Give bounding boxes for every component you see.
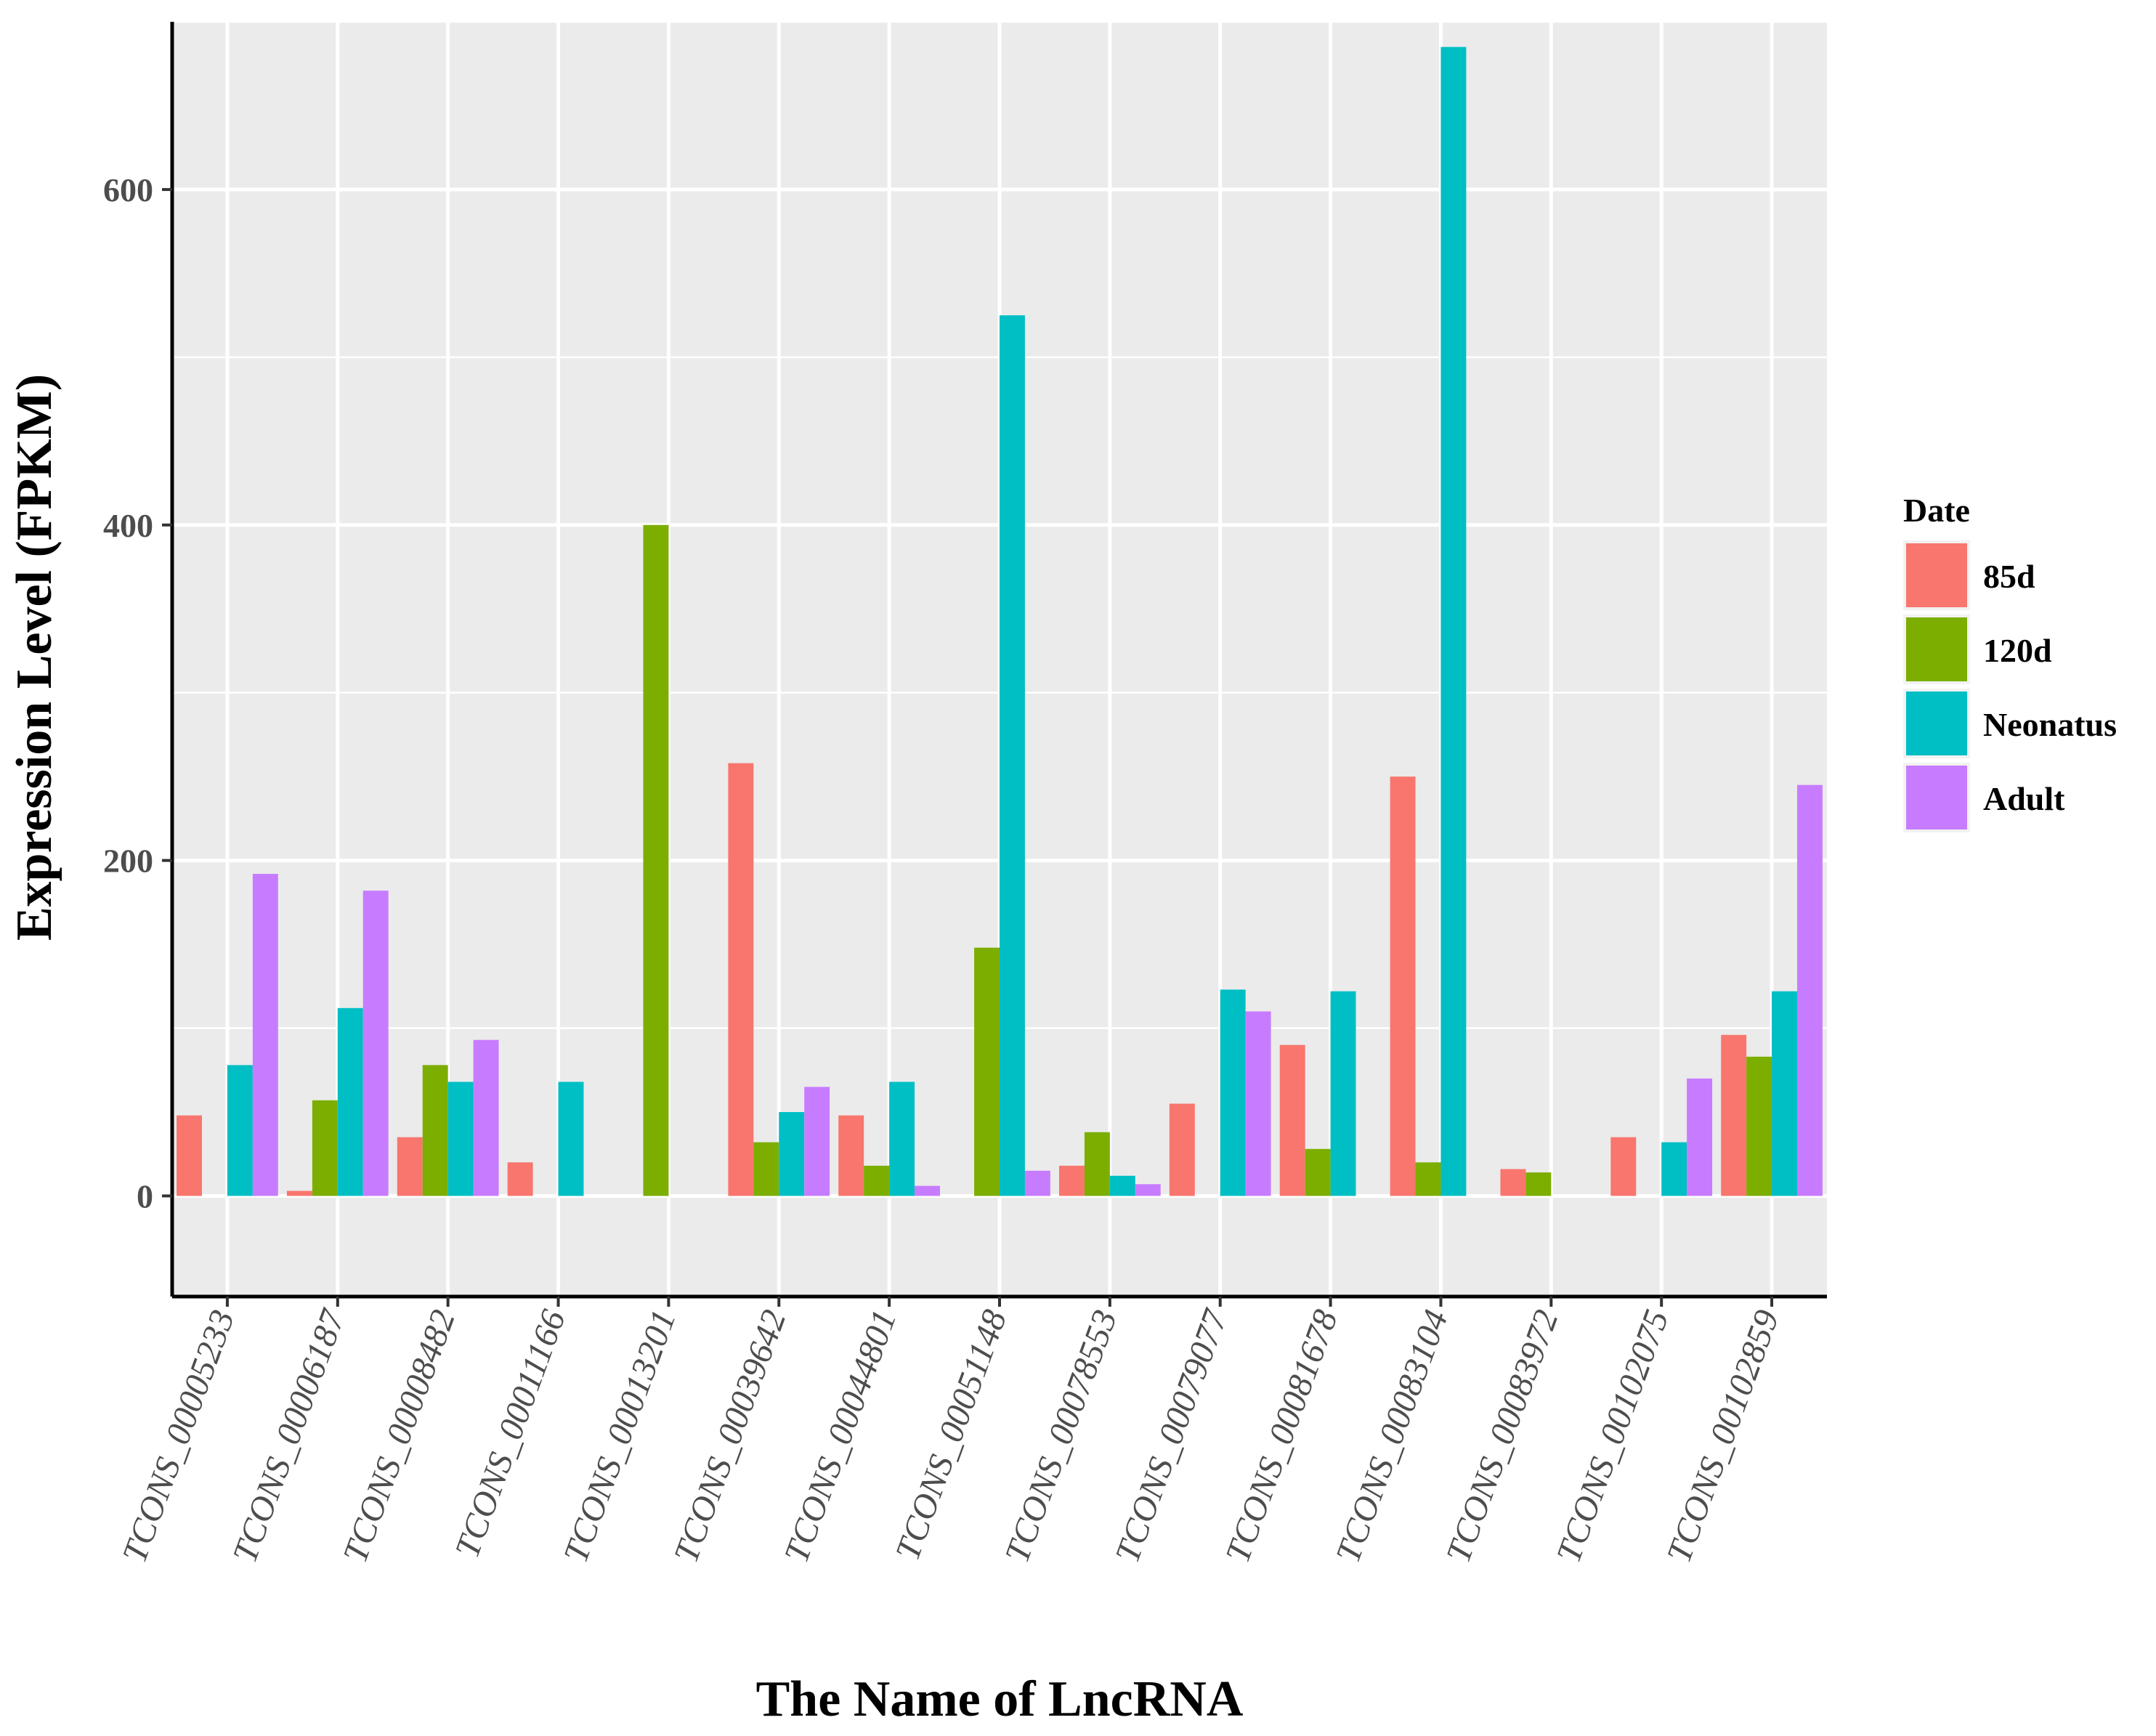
y-tick-label: 600 (103, 171, 153, 208)
x-tick-label: TCONS_00079077 (1108, 1304, 1235, 1567)
bar-adult-tcons_00044801 (915, 1185, 940, 1196)
legend-title: Date (1903, 492, 1970, 529)
bar-120d-tcons_00013201 (643, 524, 669, 1196)
bar-85d-tcons_00079077 (1169, 1103, 1195, 1196)
bar-120d-tcons_00083972 (1525, 1172, 1552, 1196)
bar-120d-tcons_00008482 (422, 1065, 448, 1196)
bar-neonatus-tcons_00078553 (1109, 1175, 1135, 1196)
bar-neonatus-tcons_00083104 (1440, 46, 1467, 1196)
x-tick-label: TCONS_00078553 (997, 1305, 1124, 1567)
bar-85d-tcons_00011166 (507, 1162, 533, 1196)
legend-swatch-neonatus (1906, 691, 1967, 755)
bar-120d-tcons_00044801 (864, 1165, 890, 1196)
bar-85d-tcons_00083972 (1500, 1169, 1526, 1196)
bar-adult-tcons_00079077 (1245, 1011, 1271, 1196)
legend-label-120d: 120d (1983, 632, 2052, 669)
bar-85d-tcons_00008482 (397, 1137, 423, 1196)
y-tick-labels: 0 200 400 600 (103, 171, 153, 1215)
y-tick-label: 200 (103, 843, 153, 880)
legend-label-neonatus: Neonatus (1983, 706, 2117, 743)
bar-neonatus-tcons_00039642 (779, 1111, 805, 1196)
bar-85d-tcons_00044801 (838, 1115, 864, 1196)
x-tick-label: TCONS_00011166 (448, 1305, 573, 1563)
x-tick-label: TCONS_00102075 (1549, 1305, 1677, 1567)
x-tick-labels: TCONS_00005233TCONS_00006187TCONS_000084… (115, 1304, 1786, 1567)
x-axis-title: The Name of LncRNA (756, 1671, 1244, 1727)
x-tick-label: TCONS_00005233 (115, 1305, 242, 1567)
x-tick-label: TCONS_00051148 (888, 1305, 1015, 1565)
legend-swatch-120d (1906, 617, 1967, 681)
x-tick-label: TCONS_00081678 (1218, 1305, 1345, 1567)
bar-85d-tcons_00005233 (177, 1115, 203, 1196)
legend-swatch-85d (1906, 543, 1967, 607)
x-tick-label: TCONS_00006187 (225, 1304, 352, 1567)
bar-neonatus-tcons_00006187 (337, 1007, 363, 1196)
x-tick-label: TCONS_00044801 (777, 1305, 904, 1567)
bar-adult-tcons_00006187 (362, 891, 389, 1196)
legend-items: 85d 120d Neonatus Adult (1903, 540, 2117, 832)
bars (177, 46, 1823, 1196)
bar-85d-tcons_00083104 (1390, 776, 1416, 1196)
bar-neonatus-tcons_00008482 (447, 1082, 474, 1196)
legend-label-adult: Adult (1983, 780, 2065, 817)
bar-adult-tcons_00008482 (473, 1039, 499, 1196)
x-tick-label: TCONS_00039642 (667, 1305, 794, 1567)
legend-label-85d: 85d (1983, 558, 2035, 595)
y-tick-label: 400 (103, 507, 153, 544)
bar-85d-tcons_00078553 (1059, 1165, 1085, 1196)
bar-adult-tcons_00078553 (1135, 1184, 1161, 1196)
x-tick-label: TCONS_00008482 (336, 1305, 463, 1567)
bar-neonatus-tcons_00051148 (1000, 315, 1025, 1196)
bar-neonatus-tcons_00044801 (889, 1082, 915, 1196)
bar-120d-tcons_00078553 (1084, 1132, 1110, 1196)
bar-adult-tcons_00102859 (1796, 784, 1823, 1196)
bar-neonatus-tcons_00079077 (1220, 989, 1246, 1196)
bar-120d-tcons_00039642 (753, 1142, 779, 1196)
bar-neonatus-tcons_00102075 (1661, 1142, 1687, 1196)
legend: Date 85d 120d Neonatus Adult (1903, 492, 2117, 832)
bar-85d-tcons_00102075 (1610, 1137, 1637, 1196)
axes (162, 22, 1827, 1307)
bar-neonatus-tcons_00005233 (227, 1065, 253, 1196)
bar-85d-tcons_00039642 (728, 763, 754, 1196)
bar-120d-tcons_00083104 (1415, 1162, 1441, 1196)
x-tick-label: TCONS_00083104 (1329, 1305, 1456, 1567)
bar-120d-tcons_00006187 (312, 1100, 338, 1196)
bar-neonatus-tcons_00011166 (558, 1082, 584, 1196)
bar-85d-tcons_00006187 (286, 1191, 312, 1196)
bar-adult-tcons_00005233 (252, 874, 278, 1196)
x-tick-label: TCONS_00083972 (1439, 1305, 1566, 1567)
bar-adult-tcons_00102075 (1687, 1078, 1713, 1196)
legend-swatch-adult (1906, 766, 1967, 830)
bar-85d-tcons_00102859 (1721, 1034, 1747, 1196)
bar-85d-tcons_00081678 (1279, 1045, 1305, 1196)
bar-120d-tcons_00102859 (1746, 1056, 1772, 1196)
y-tick-label: 0 (137, 1177, 153, 1214)
bar-neonatus-tcons_00081678 (1330, 991, 1356, 1196)
y-axis-title: Expression Level (FPKM) (7, 374, 62, 941)
bar-120d-tcons_00051148 (974, 947, 1000, 1196)
x-tick-label: TCONS_00013201 (556, 1305, 684, 1567)
x-tick-label: TCONS_00102859 (1660, 1305, 1787, 1567)
bar-neonatus-tcons_00102859 (1772, 991, 1797, 1196)
bar-120d-tcons_00081678 (1305, 1148, 1331, 1196)
bar-adult-tcons_00039642 (804, 1087, 830, 1196)
bar-adult-tcons_00051148 (1024, 1170, 1050, 1196)
